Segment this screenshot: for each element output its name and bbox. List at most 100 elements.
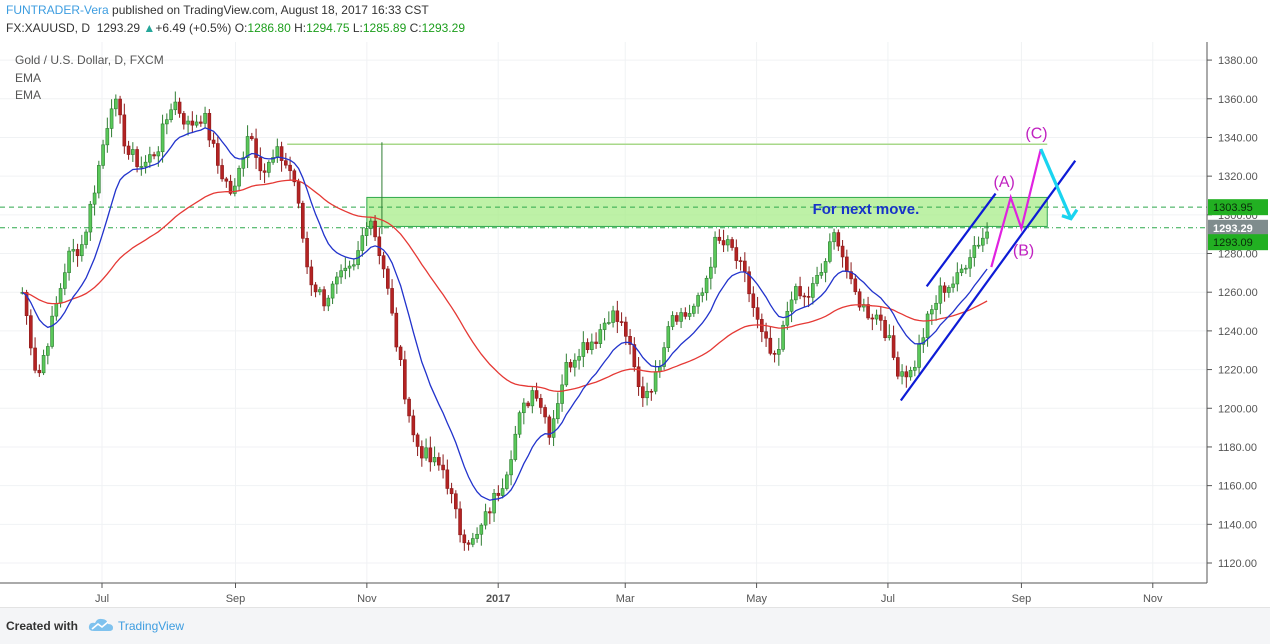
- candle-body: [632, 344, 637, 368]
- candle-body: [789, 299, 794, 312]
- time-axis[interactable]: Jul Sep Nov 2017 Mar May Jul Sep Nov: [95, 583, 1163, 605]
- candle-body: [819, 272, 824, 276]
- candle-body: [386, 268, 390, 289]
- candle-body: [118, 98, 122, 116]
- candle-body: [449, 488, 454, 495]
- candle-body: [454, 493, 458, 510]
- candle-body: [564, 362, 569, 386]
- candle-body: [517, 412, 522, 435]
- candle-body: [275, 146, 280, 158]
- candle-body: [581, 342, 586, 357]
- last-price: 1293.29: [96, 21, 141, 35]
- candle-body: [296, 181, 301, 204]
- candle-body: [505, 474, 509, 489]
- candle-body: [815, 274, 819, 284]
- candle-body: [63, 272, 67, 289]
- candle-body: [54, 303, 59, 317]
- price-tick-label: 1220.00: [1218, 365, 1258, 377]
- price-tag-label: 1293.29: [1213, 223, 1253, 235]
- candle-body: [560, 384, 564, 404]
- ema-slow-line: [22, 179, 988, 393]
- price-axis[interactable]: 1120.00 1140.00 1160.00 1180.00 1200.00 1220.…: [1207, 55, 1258, 570]
- candle-body: [755, 307, 760, 320]
- candle-body: [237, 167, 241, 187]
- wave-label: (B): [1013, 242, 1034, 259]
- candle-body: [322, 289, 326, 307]
- candle-body: [441, 464, 445, 471]
- candle-body: [934, 302, 938, 310]
- low-label: L:: [352, 21, 363, 35]
- candle-body: [271, 157, 275, 163]
- price-tick-label: 1200.00: [1218, 403, 1258, 415]
- wave-label: (C): [1025, 125, 1047, 142]
- candle-body: [811, 283, 815, 298]
- channel-upper-line: [925, 192, 997, 288]
- candle-body: [896, 357, 900, 377]
- candle-body: [964, 267, 968, 270]
- time-tick-label: May: [746, 593, 767, 605]
- time-tick-label: Sep: [1012, 593, 1032, 605]
- candle-body: [709, 266, 713, 279]
- candle-body: [721, 240, 726, 246]
- candle-body: [109, 108, 114, 129]
- candle-body: [687, 313, 692, 317]
- candle-body: [891, 335, 896, 358]
- candle-body: [794, 286, 798, 301]
- legend-ema-1[interactable]: EMA: [15, 71, 42, 85]
- price-tick-label: 1160.00: [1218, 481, 1257, 493]
- forecast-arrow-line: [1039, 148, 1073, 220]
- candle-body: [836, 232, 841, 247]
- candle-body: [551, 418, 556, 438]
- candle-body: [407, 398, 411, 417]
- legend-title[interactable]: Gold / U.S. Dollar, D, FXCM: [15, 53, 164, 67]
- candle-body: [781, 324, 785, 350]
- candle-body: [917, 344, 921, 368]
- forecast-arrow-head: [1061, 208, 1079, 221]
- candle-body: [139, 166, 144, 168]
- candle-body: [318, 289, 322, 293]
- candle-body: [190, 120, 195, 126]
- candle-body: [840, 245, 845, 258]
- candle-body: [577, 356, 581, 361]
- candle-body: [509, 459, 513, 476]
- candle-body: [169, 109, 173, 120]
- candle-body: [726, 239, 730, 246]
- candle-body: [649, 390, 654, 393]
- publish-info: FUNTRADER-Vera published on TradingView.…: [6, 3, 429, 17]
- candlesticks: [20, 91, 989, 551]
- candle-body: [92, 192, 97, 205]
- price-tick-label: 1260.00: [1218, 287, 1258, 299]
- open-value: 1286.80: [247, 21, 291, 35]
- candle-body: [224, 178, 229, 182]
- horizontal-levels: [0, 143, 1207, 229]
- candle-body: [424, 447, 428, 459]
- time-tick-label: 2017: [486, 593, 510, 605]
- price-tick-label: 1340.00: [1218, 132, 1258, 144]
- candle-body: [938, 285, 943, 304]
- wave-label: (A): [994, 174, 1015, 191]
- candle-body: [152, 154, 156, 157]
- candle-body: [823, 261, 828, 273]
- candle-body: [530, 390, 535, 407]
- author-link[interactable]: FUNTRADER-Vera: [6, 3, 109, 17]
- candle-body: [913, 367, 917, 371]
- candle-body: [352, 264, 356, 267]
- candle-body: [585, 342, 590, 350]
- candle-body: [870, 317, 875, 320]
- candle-body: [670, 315, 675, 327]
- candle-body: [233, 185, 237, 194]
- candle-body: [925, 313, 930, 339]
- candle-body: [135, 149, 139, 167]
- candle-body: [955, 272, 960, 285]
- time-tick-label: Sep: [226, 593, 246, 605]
- tradingview-link[interactable]: TradingView: [118, 619, 185, 633]
- candle-body: [390, 288, 394, 314]
- candle-body: [105, 128, 110, 146]
- chart-area[interactable]: For next move. (A)(B)(C) 1120.001140.001…: [0, 42, 1270, 607]
- legend-ema-2[interactable]: EMA: [15, 88, 42, 102]
- candle-body: [373, 220, 377, 238]
- symbol-label: FX:XAUUSD, D: [6, 21, 91, 35]
- candle-body: [590, 341, 594, 350]
- candle-body: [985, 231, 989, 239]
- candle-body: [611, 310, 615, 323]
